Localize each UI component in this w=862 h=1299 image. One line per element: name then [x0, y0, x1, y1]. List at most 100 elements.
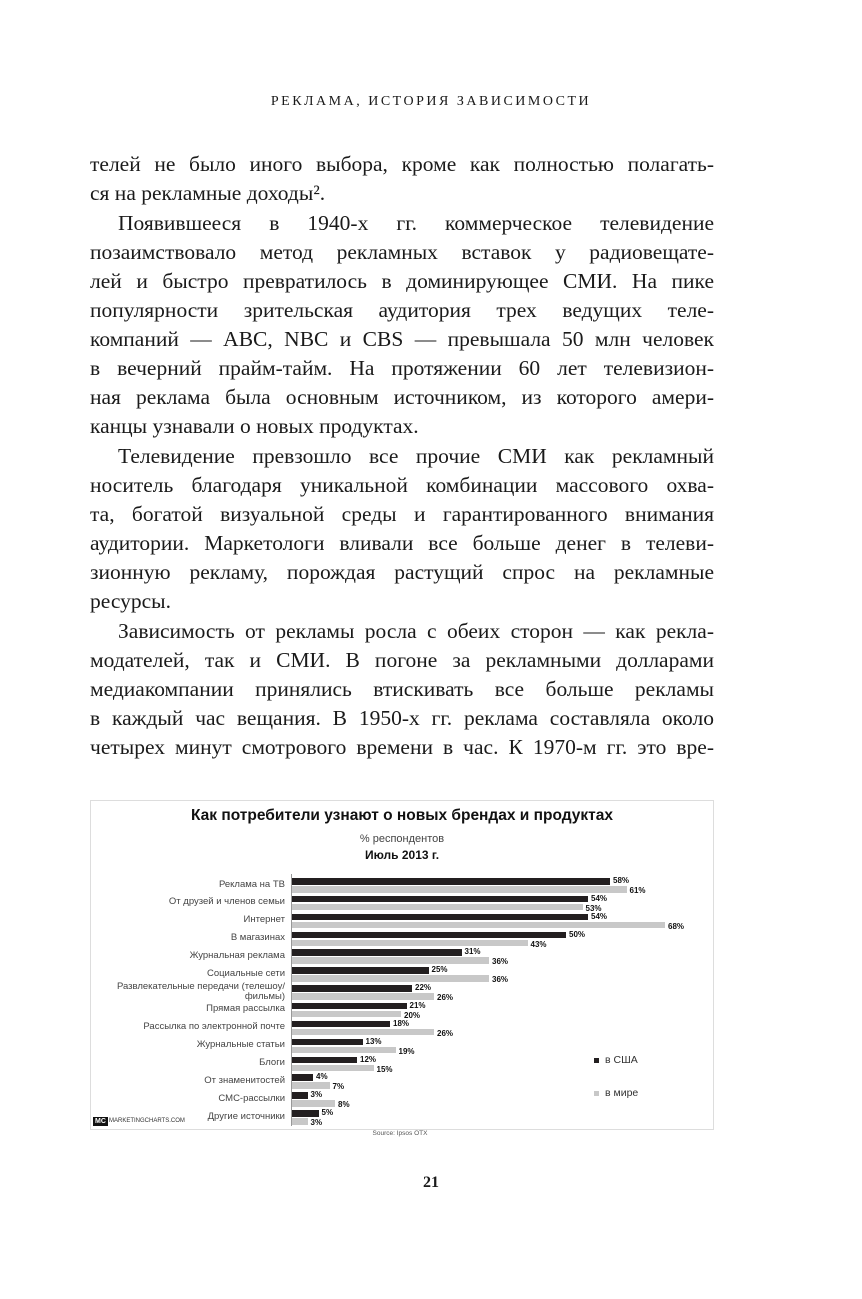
chart-title: Как потребители узнают о новых брендах и… [191, 807, 613, 824]
value-label: 8% [338, 1100, 350, 1110]
value-label: 5% [321, 1108, 334, 1118]
value-label: 31% [464, 947, 481, 957]
bar [291, 903, 583, 911]
text-line: носитель благодаря уникальной комбинации… [90, 473, 714, 497]
logo: MC [93, 1117, 108, 1126]
bar [291, 1056, 357, 1063]
value-label: 26% [437, 993, 454, 1003]
category-label: Интернет [243, 914, 285, 926]
value-label: 36% [492, 975, 509, 985]
chart-source: Source: Ipsos OTX [372, 1130, 428, 1137]
value-label: 18% [393, 1018, 410, 1028]
value-label: 4% [316, 1072, 328, 1082]
bar [291, 1038, 363, 1046]
text-line: зионную рекламу, порождая растущий спрос… [90, 560, 714, 584]
bar [291, 878, 610, 885]
bar [291, 886, 627, 893]
bar [291, 1100, 335, 1107]
chart-subtitle: % респондентов [359, 833, 445, 845]
bar [291, 975, 489, 982]
body-text: телей не было иного выбора, кроме как по… [90, 150, 714, 763]
category-label: Другие источники [207, 1110, 285, 1122]
value-label: 15% [376, 1064, 393, 1074]
bar [291, 967, 429, 974]
paragraph: Зависимость от рекламы росла с обеих сто… [90, 617, 714, 762]
bar [291, 1002, 407, 1010]
value-label: 12% [360, 1054, 377, 1064]
bar [291, 939, 528, 947]
value-label: 13% [365, 1036, 382, 1046]
value-label: 68% [668, 921, 685, 931]
text-line: Появившееся в 1940-х гг. коммерческое те… [118, 211, 714, 235]
value-label: 3% [310, 1118, 323, 1128]
bar [291, 949, 462, 956]
category-label: От знаменитостей [204, 1074, 285, 1086]
value-label: 21% [409, 1000, 426, 1010]
value-label: 22% [415, 983, 432, 993]
chart: Как потребители узнают о новых брендах и… [90, 800, 714, 1130]
text-line: позаимствовало метод рекламных вставок у… [90, 240, 714, 264]
bar [291, 993, 434, 1000]
category-label: Журнальные статьи [196, 1039, 285, 1051]
bar [291, 1064, 374, 1071]
chart-date: Июль 2013 г. [364, 848, 440, 862]
paragraph: Телевидение превзошло все прочие СМИ как… [90, 442, 714, 616]
text-line: модателей, так и СМИ. В погоне за реклам… [90, 648, 714, 672]
bar [291, 1092, 308, 1099]
value-label: 3% [310, 1090, 323, 1100]
text-line: та, богатой визуальной среды и гарантиро… [90, 502, 714, 526]
text-line: ся на рекламные доходы². [90, 181, 326, 205]
bar [291, 1046, 396, 1054]
value-label: 50% [569, 929, 586, 939]
category-label: От друзей и членов семьи [168, 896, 285, 908]
bar [291, 1110, 319, 1117]
text-line: популярности зрительская аудитория трех … [90, 298, 714, 322]
text-line: канцы узнавали о новых продуктах. [90, 414, 419, 438]
text-line: в вечерний прайм-тайм. На протяжении 60 … [90, 356, 714, 380]
text-line: Зависимость от рекламы росла с обеих сто… [118, 619, 714, 643]
category-label: Журнальная реклама [189, 949, 285, 961]
text-line: лей и быстро превратилось в доминирующее… [90, 269, 714, 293]
category-label: Развлекательные передачи (телешоу/фильмы… [116, 980, 285, 1002]
bar [291, 913, 588, 921]
bar [291, 921, 665, 929]
category-label: СМС-рассылки [218, 1092, 285, 1104]
text-line: медиакомпании принялись втискивать все б… [90, 677, 714, 701]
value-label: 26% [437, 1028, 454, 1038]
category-label: Прямая рассылка [206, 1003, 285, 1015]
site: MARKETINGCHARTS.COM [109, 1118, 185, 1124]
legend-swatch [594, 1058, 599, 1063]
text-line: Телевидение превзошло все прочие СМИ как… [118, 444, 714, 468]
category-label: В магазинах [230, 932, 285, 944]
bar [291, 1010, 401, 1018]
bar [291, 1020, 390, 1028]
bar [291, 1028, 434, 1036]
bar [291, 895, 588, 903]
value-label: 36% [492, 957, 509, 967]
paragraph: Появившееся в 1940-х гг. коммерческое те… [90, 209, 714, 441]
bar [291, 985, 412, 992]
legend-swatch [594, 1091, 599, 1096]
bar [291, 1082, 330, 1089]
category-label: Блоги [259, 1057, 285, 1068]
value-label: 7% [332, 1082, 345, 1092]
value-label: 58% [613, 876, 630, 885]
value-label: 54% [591, 893, 608, 903]
text-line: четырех минут смотрового времени в час. … [90, 735, 714, 759]
text-line: компаний — ABC, NBC и CBS — превышала 50… [90, 327, 714, 351]
value-label: 53% [585, 903, 602, 913]
paragraph: телей не было иного выбора, кроме как по… [90, 150, 714, 208]
text-line: телей не было иного выбора, кроме как по… [90, 152, 714, 176]
category-label: Рассылка по электронной почте [143, 1021, 285, 1033]
value-label: 43% [530, 939, 547, 949]
legend-label: в США [605, 1054, 638, 1066]
category-label: Социальные сети [206, 967, 285, 979]
text-line: ная реклама была основным источником, из… [90, 385, 714, 409]
running-header: РЕКЛАМА, ИСТОРИЯ ЗАВИСИМОСТИ [270, 94, 592, 109]
value-label: 19% [398, 1046, 415, 1056]
bar [291, 1118, 308, 1125]
legend-label: в мире [605, 1087, 639, 1099]
page-number: 21 [423, 1174, 439, 1191]
text-line: в каждый час вещания. В 1950-х гг. рекла… [90, 706, 714, 730]
